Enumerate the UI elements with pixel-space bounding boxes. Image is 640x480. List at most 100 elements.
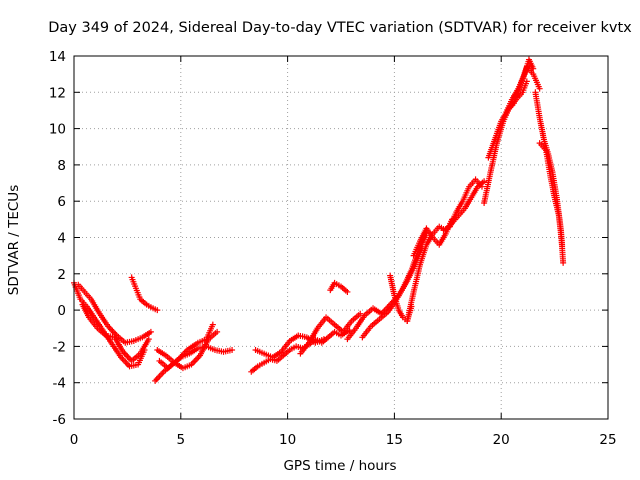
- data-trace-segment: [386, 301, 397, 314]
- data-trace-segment: [328, 281, 337, 292]
- data-point: [559, 241, 566, 248]
- data-trace-segment: [254, 347, 265, 356]
- data-trace-segment: [363, 306, 375, 318]
- data-trace-segment: [503, 98, 514, 115]
- data-trace-segment: [115, 334, 127, 345]
- data-trace-segment: [431, 225, 441, 236]
- data-trace-segment: [119, 355, 132, 368]
- data-trace-segment: [133, 287, 143, 300]
- data-markers: [71, 56, 567, 384]
- data-trace-segment: [431, 236, 441, 246]
- data-trace-segment: [153, 370, 166, 383]
- x-axis-label: GPS time / hours: [283, 458, 396, 474]
- data-trace-segment: [188, 346, 200, 356]
- data-trace-segment: [417, 243, 429, 266]
- chart-title: Day 349 of 2024, Sidereal Day-to-day VTE…: [48, 20, 632, 36]
- data-trace-segment: [141, 330, 153, 340]
- data-trace-segment: [71, 281, 83, 301]
- data-point: [481, 178, 488, 185]
- data-trace-segment: [469, 185, 480, 199]
- data-trace-segment: [378, 310, 390, 321]
- data-trace-segment: [387, 274, 397, 297]
- y-tick-label: 10: [49, 122, 66, 138]
- data-trace-segment: [438, 224, 447, 232]
- data-point: [145, 336, 152, 343]
- data-trace-segment: [121, 350, 134, 363]
- series-arc-19: [485, 63, 543, 161]
- data-trace-segment: [288, 344, 297, 352]
- data-trace-segment: [288, 333, 300, 343]
- series-arc-3: [79, 301, 152, 364]
- x-tick-label: 25: [599, 432, 616, 448]
- y-tick-label: 8: [57, 158, 66, 174]
- data-trace-segment: [138, 338, 151, 355]
- data-trace-segment: [437, 232, 448, 246]
- data-trace-segment: [87, 316, 100, 330]
- data-trace-segment: [315, 316, 328, 330]
- data-trace-segment: [457, 207, 467, 217]
- data-point: [560, 259, 567, 266]
- data-trace-segment: [97, 312, 110, 328]
- data-trace-segment: [488, 142, 500, 174]
- data-point: [536, 85, 543, 92]
- data-trace-segment: [556, 214, 565, 246]
- x-tick-label: 20: [493, 432, 510, 448]
- data-trace-segment: [145, 302, 154, 311]
- data-point: [523, 78, 530, 85]
- data-point: [209, 321, 216, 328]
- series-arc-2: [75, 281, 154, 346]
- data-trace-segment: [256, 360, 265, 369]
- data-trace-segment: [110, 343, 123, 359]
- series-arc-10: [297, 310, 364, 357]
- series-arc-4: [128, 274, 161, 314]
- data-trace-segment: [314, 337, 325, 345]
- data-trace-segment: [85, 305, 98, 321]
- data-point: [214, 328, 221, 335]
- data-trace-segment: [271, 349, 283, 360]
- data-trace-segment: [249, 364, 260, 374]
- data-trace-segment: [424, 227, 435, 239]
- data-trace-segment: [156, 348, 168, 358]
- data-trace-segment: [182, 362, 193, 371]
- data-trace-segment: [83, 290, 93, 301]
- data-trace-segment: [509, 87, 521, 101]
- series-arc-18: [481, 78, 530, 207]
- data-trace-segment: [380, 303, 392, 316]
- data-trace-segment: [543, 149, 553, 177]
- data-trace-segment: [341, 319, 354, 334]
- data-point: [478, 183, 485, 190]
- data-point: [152, 377, 159, 384]
- data-trace-segment: [130, 352, 142, 363]
- data-trace-segment: [197, 337, 208, 345]
- series-arc-20: [502, 56, 537, 118]
- data-trace-segment: [295, 344, 304, 351]
- x-tick-label: 10: [279, 432, 296, 448]
- data-trace-segment: [333, 281, 342, 289]
- data-trace-segment: [204, 323, 215, 341]
- data-trace-segment: [547, 174, 558, 199]
- data-trace-segment: [132, 335, 144, 343]
- data-trace-segment: [263, 351, 274, 360]
- data-trace-segment: [467, 178, 477, 188]
- data-point: [344, 288, 351, 295]
- data-trace-segment: [177, 348, 189, 361]
- data-trace-segment: [112, 336, 126, 353]
- grid-lines: [74, 56, 608, 419]
- data-trace-segment: [516, 73, 527, 90]
- y-tick-label: 6: [57, 194, 66, 210]
- data-trace-segment: [442, 224, 451, 232]
- series-arc-21: [532, 89, 567, 266]
- data-trace-segment: [350, 312, 362, 323]
- data-trace-segment: [76, 283, 87, 294]
- data-point: [154, 307, 161, 314]
- data-trace-segment: [400, 269, 414, 290]
- data-trace-segment: [552, 196, 562, 217]
- data-trace-segment: [297, 333, 308, 340]
- data-trace-segment: [89, 298, 102, 315]
- data-trace-segment: [531, 73, 542, 90]
- data-trace-segment: [526, 58, 536, 70]
- data-trace-segment: [538, 141, 548, 152]
- y-tick-label: 14: [49, 49, 66, 65]
- y-tick-label: 12: [49, 85, 66, 101]
